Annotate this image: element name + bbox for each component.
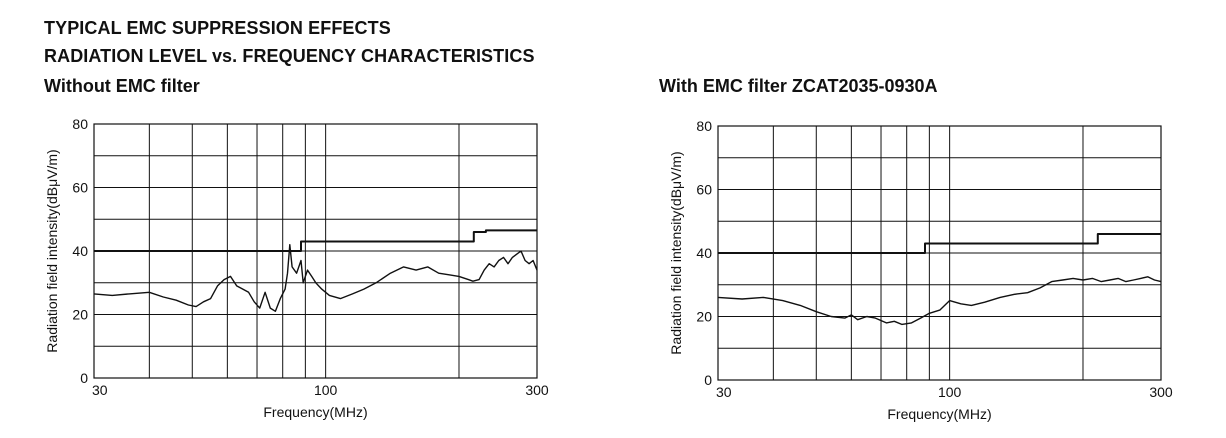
y-tick-label: 20: [696, 309, 712, 325]
y-axis-label: Radiation field intensity(dBμV/m): [44, 149, 60, 352]
x-tick-label: 100: [938, 384, 962, 400]
x-tick-label: 30: [92, 382, 108, 398]
y-tick-label: 80: [696, 118, 712, 134]
x-tick-label: 30: [716, 384, 732, 400]
y-tick-label: 60: [72, 180, 88, 196]
x-tick-label: 100: [314, 382, 338, 398]
y-tick-label: 0: [704, 372, 712, 388]
x-axis-label: Frequency(MHz): [263, 404, 367, 420]
y-tick-label: 40: [72, 243, 88, 259]
chart-without-filter: 0 20 40 60 80 30 100 300 Frequency(MHz) Radiation…: [44, 116, 549, 420]
x-tick-label: 300: [525, 382, 549, 398]
y-tick-label: 20: [72, 307, 88, 323]
y-tick-label: 60: [696, 182, 712, 198]
chart-with-filter: 0 20 40 60 80 30 100 300 Frequency(MHz) Radiation…: [668, 118, 1173, 422]
y-axis-label: Radiation field intensity(dBμV/m): [668, 151, 684, 354]
y-tick-label: 40: [696, 245, 712, 261]
x-tick-label: 300: [1149, 384, 1173, 400]
y-tick-label: 80: [72, 116, 88, 132]
x-axis-label: Frequency(MHz): [887, 406, 991, 422]
chart-title-with-filter: With EMC filter ZCAT2035-0930A: [659, 76, 938, 96]
y-tick-label: 0: [80, 370, 88, 386]
series-limit-line: [94, 229, 537, 252]
page-heading-radiation-level: RADIATION LEVEL vs. FREQUENCY CHARACTERI…: [44, 46, 535, 66]
series-measured-line: [93, 244, 538, 312]
series-measured-line: [717, 276, 1162, 326]
series-limit-line: [718, 233, 1161, 254]
chart-title-without-filter: Without EMC filter: [44, 76, 200, 96]
page-heading-typical-emc: TYPICAL EMC SUPPRESSION EFFECTS: [44, 18, 391, 38]
